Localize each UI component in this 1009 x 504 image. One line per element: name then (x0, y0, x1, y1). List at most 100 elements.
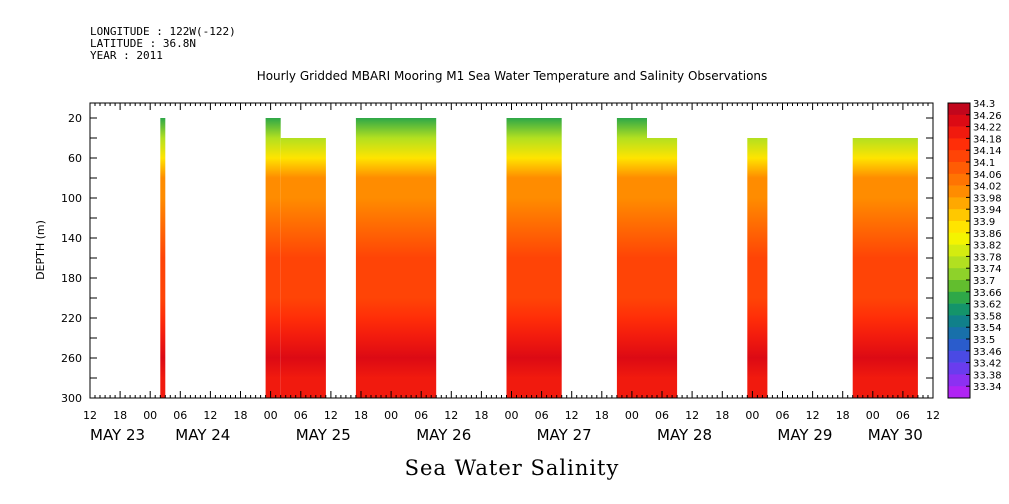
longitude-label: LONGITUDE : 122W(-122) (90, 25, 236, 38)
colorbar-label: 33.38 (973, 370, 1002, 381)
y-tick-label: 60 (68, 152, 82, 165)
colorbar-label: 34.14 (973, 146, 1002, 157)
observation-block (616, 118, 647, 398)
x-tick-label: 12 (83, 409, 97, 422)
colorbar-swatch (948, 339, 970, 352)
colorbar-label: 33.46 (973, 347, 1002, 358)
colorbar-label: 34.18 (973, 134, 1002, 145)
x-tick-label: 18 (836, 409, 850, 422)
x-tick-label: 18 (715, 409, 729, 422)
y-tick-label: 300 (61, 392, 82, 405)
colorbar-swatch (948, 280, 970, 293)
colorbar-label: 34.06 (973, 170, 1002, 181)
colorbar-swatch (948, 103, 970, 116)
x-tick-label: 18 (113, 409, 127, 422)
observation-block (265, 118, 281, 398)
observation-block (506, 118, 562, 398)
colorbar-swatch (948, 185, 970, 198)
colorbar-label: 33.62 (973, 300, 1002, 311)
latitude-label: LATITUDE : 36.8N (90, 37, 196, 50)
colorbar-label: 33.54 (973, 323, 1002, 334)
colorbar-swatch (948, 303, 970, 316)
colorbar-label: 33.9 (973, 217, 995, 228)
x-tick-label: 18 (234, 409, 248, 422)
x-tick-label: 12 (806, 409, 820, 422)
x-tick-label: 06 (655, 409, 669, 422)
chart-caption: Sea Water Salinity (405, 456, 620, 480)
x-tick-label: 06 (535, 409, 549, 422)
colorbar-label: 33.34 (973, 382, 1002, 393)
colorbar-label: 33.58 (973, 311, 1002, 322)
x-tick-label: 18 (474, 409, 488, 422)
colorbar-swatch (948, 350, 970, 363)
observation-block (280, 138, 326, 398)
x-tick-label: 00 (264, 409, 278, 422)
x-tick-label: 18 (354, 409, 368, 422)
x-tick-label: 12 (926, 409, 940, 422)
y-tick-label: 140 (61, 232, 82, 245)
year-label: YEAR : 2011 (90, 49, 163, 62)
colorbar-swatch (948, 315, 970, 328)
colorbar-swatch (948, 232, 970, 245)
observation-block (852, 138, 918, 398)
x-axis: 12 18 00 06 12 18 00 06 12 18 00 06 12 18 00 06 12 18 00 06… (83, 103, 940, 444)
colorbar-swatch (948, 386, 970, 399)
colorbar-label: 34.26 (973, 111, 1002, 122)
colorbar-label: 33.66 (973, 288, 1002, 299)
x-day-label: MAY 26 (416, 426, 471, 444)
y-axis-label: DEPTH (m) (34, 220, 47, 280)
x-tick-label: 12 (444, 409, 458, 422)
colorbar-label: 33.94 (973, 205, 1002, 216)
colorbar-swatch (948, 256, 970, 269)
colorbar-swatch (948, 150, 970, 163)
x-day-label: MAY 24 (175, 426, 230, 444)
colorbar-label: 33.78 (973, 252, 1002, 263)
observation-block (647, 138, 678, 398)
x-tick-label: 00 (866, 409, 880, 422)
colorbar-swatch (948, 244, 970, 257)
colorbar-swatch (948, 221, 970, 234)
x-tick-label: 06 (776, 409, 790, 422)
colorbar-swatch (948, 126, 970, 139)
y-tick-label: 180 (61, 272, 82, 285)
salinity-data-layer (160, 118, 918, 398)
x-tick-label: 00 (384, 409, 398, 422)
x-day-label: MAY 27 (537, 426, 592, 444)
colorbar-label: 33.98 (973, 193, 1002, 204)
y-axis: 20 60 100 140 180 220 260 300 (61, 112, 933, 405)
colorbar-label: 33.7 (973, 276, 995, 287)
x-tick-label: 12 (203, 409, 217, 422)
x-tick-label: 00 (625, 409, 639, 422)
colorbar-label: 34.3 (973, 99, 995, 110)
colorbar-frame (947, 102, 971, 399)
x-day-label: MAY 25 (296, 426, 351, 444)
observation-block (355, 118, 437, 398)
colorbar-label: 33.5 (973, 335, 995, 346)
colorbar-label: 33.42 (973, 359, 1002, 370)
x-tick-label: 06 (173, 409, 187, 422)
y-tick-label: 100 (61, 192, 82, 205)
x-tick-label: 12 (685, 409, 699, 422)
colorbar-label: 34.1 (973, 158, 995, 169)
x-tick-label: 12 (565, 409, 579, 422)
colorbar-swatch (948, 327, 970, 340)
x-tick-label: 18 (595, 409, 609, 422)
x-tick-label: 00 (745, 409, 759, 422)
x-day-label: MAY 23 (90, 426, 145, 444)
colorbar-swatch (948, 138, 970, 151)
colorbar-label: 34.22 (973, 123, 1002, 134)
x-day-label: MAY 28 (657, 426, 712, 444)
colorbar-label: 33.74 (973, 264, 1002, 275)
chart-title: Hourly Gridded MBARI Mooring M1 Sea Wate… (257, 69, 768, 83)
y-tick-label: 260 (61, 352, 82, 365)
colorbar-swatch (948, 162, 970, 175)
x-day-label: MAY 30 (868, 426, 923, 444)
observation-block (747, 138, 768, 398)
x-day-label: MAY 29 (777, 426, 832, 444)
colorbar-label: 34.02 (973, 182, 1002, 193)
x-tick-label: 06 (414, 409, 428, 422)
observation-block (160, 118, 166, 398)
colorbar-swatch (948, 374, 970, 387)
x-tick-label: 06 (294, 409, 308, 422)
